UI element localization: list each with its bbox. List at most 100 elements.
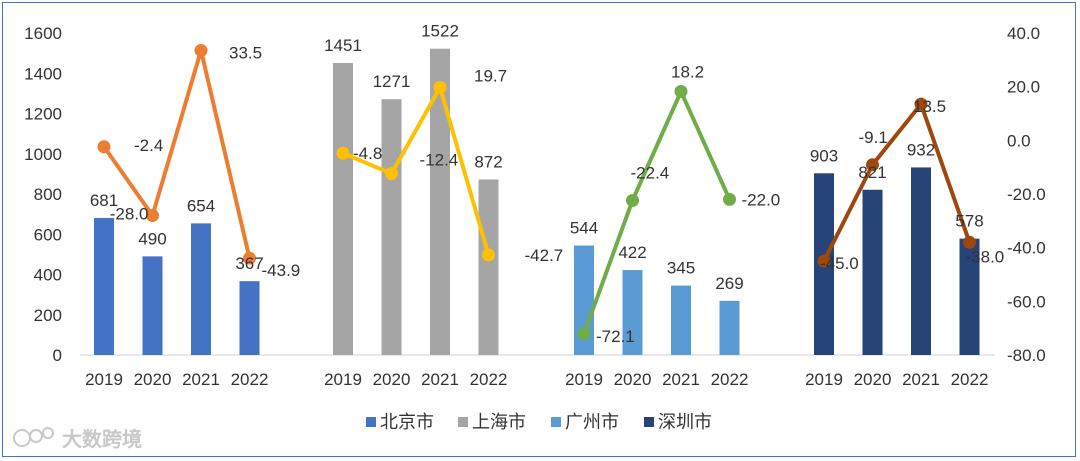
growth-point	[243, 251, 256, 265]
legend-swatch	[644, 417, 654, 427]
legend-label: 深圳市	[658, 412, 712, 432]
right-axis-tick: 40.0	[1007, 24, 1040, 43]
left-axis-tick: 1000	[24, 145, 62, 164]
x-axis-tick: 2019	[565, 370, 603, 389]
legend-swatch	[366, 417, 376, 427]
left-axis-tick: 1200	[24, 105, 62, 124]
bar-value-label: 681	[90, 191, 118, 210]
right-axis-tick: -40.0	[1007, 239, 1046, 258]
growth-value-label: -22.4	[631, 163, 670, 182]
growth-point	[97, 140, 111, 154]
bar-value-label: 872	[474, 153, 502, 172]
bar-value-label: 821	[858, 163, 886, 182]
x-axis-tick: 2022	[470, 370, 508, 389]
growth-line	[102, 48, 252, 259]
growth-value-label: -72.1	[596, 327, 635, 346]
bar	[478, 179, 499, 355]
growth-point	[385, 167, 398, 181]
x-axis-tick: 2021	[662, 370, 700, 389]
bar	[94, 217, 114, 355]
x-axis-tick: 2019	[324, 370, 362, 389]
bar-value-label: 578	[955, 212, 983, 231]
bar	[381, 99, 402, 356]
growth-point	[146, 208, 159, 222]
right-axis: -80.0 -60.0 -40.0 -20.0 0.0 20.0 40.0	[1007, 24, 1046, 365]
bar	[574, 245, 594, 355]
bars-layer	[94, 48, 980, 356]
left-axis-tick: 400	[34, 266, 62, 285]
growth-point	[963, 235, 976, 249]
growth-value-label: 33.5	[229, 43, 262, 62]
left-axis-tick: 1600	[24, 24, 62, 43]
watermark-text: 大数跨境	[62, 427, 142, 451]
bar-value-label: 544	[570, 219, 598, 238]
bar-value-label: 490	[138, 229, 166, 248]
x-axis-tick: 2020	[614, 370, 652, 389]
growth-point	[482, 248, 495, 262]
bar	[671, 285, 691, 355]
growth-point	[433, 80, 447, 94]
growth-line	[582, 89, 732, 335]
growth-line	[822, 102, 972, 262]
growth-value-label: -28.0	[110, 204, 149, 223]
x-axis-tick: 2020	[134, 370, 172, 389]
bar	[622, 270, 643, 355]
legend-label: 上海市	[472, 412, 526, 432]
bar-value-label: 1271	[373, 72, 411, 91]
growth-value-label: -4.8	[353, 144, 382, 163]
growth-value-label: -12.4	[420, 151, 459, 170]
right-axis-tick: -20.0	[1007, 185, 1046, 204]
watermark: 大数跨境	[13, 427, 142, 451]
bar	[239, 281, 260, 355]
growth-value-label: 18.2	[671, 62, 704, 81]
bar	[862, 189, 883, 355]
left-axis-tick: 1400	[24, 64, 62, 83]
left-axis-tick: 200	[34, 306, 62, 325]
bar	[142, 256, 163, 355]
growth-point	[626, 193, 639, 207]
labels-layer: 681 490 654 367 -2.4 -28.0 33.5 -43.9 1451 1271 15…	[90, 22, 1004, 346]
legend-label: 广州市	[565, 412, 619, 432]
left-axis: 0 200 400 600 800 1000 1200 1400 1600	[24, 24, 62, 365]
growth-point	[723, 192, 736, 206]
growth-value-label: -22.0	[742, 190, 781, 209]
growth-point	[577, 327, 591, 341]
bar-value-label: 1522	[421, 22, 459, 41]
growth-point	[817, 254, 831, 268]
bar-value-label: 367	[235, 254, 263, 273]
bar	[911, 167, 931, 355]
bar-value-label: 422	[618, 243, 646, 262]
left-axis-tick: 600	[34, 225, 62, 244]
growth-point	[866, 158, 879, 172]
bar-value-label: 654	[187, 196, 215, 215]
lines-layer	[97, 43, 976, 341]
growth-value-label: -45.0	[820, 254, 859, 273]
bar-value-label: 345	[667, 259, 695, 278]
legend-swatch	[551, 417, 561, 427]
x-axis-tick: 2022	[711, 370, 749, 389]
growth-value-label: -43.9	[262, 261, 301, 280]
watermark-logo-icon	[13, 427, 54, 447]
right-axis-tick: 0.0	[1007, 131, 1031, 150]
bar	[430, 48, 450, 355]
bar-value-label: 903	[810, 146, 838, 165]
growth-point	[674, 84, 688, 98]
growth-value-label: 19.7	[474, 66, 507, 85]
right-axis-tick: -80.0	[1007, 346, 1046, 365]
x-axis-ticks: 2019 2020 2021 2022 2019 2020 2021 2022 2019 2020…	[85, 370, 988, 389]
left-axis-tick: 0	[53, 346, 62, 365]
bar	[959, 238, 980, 355]
x-axis-tick: 2021	[182, 370, 220, 389]
right-axis-tick: -60.0	[1007, 292, 1046, 311]
x-axis-tick: 2019	[85, 370, 123, 389]
bar	[191, 223, 211, 355]
growth-point	[336, 146, 350, 160]
legend: 北京市 上海市 广州市 深圳市	[366, 412, 712, 432]
x-axis-tick: 2021	[902, 370, 940, 389]
growth-value-label: -42.7	[525, 246, 564, 265]
x-axis-tick: 2022	[951, 370, 989, 389]
bar-value-label: 269	[715, 274, 743, 293]
growth-value-label: 13.5	[913, 97, 946, 116]
